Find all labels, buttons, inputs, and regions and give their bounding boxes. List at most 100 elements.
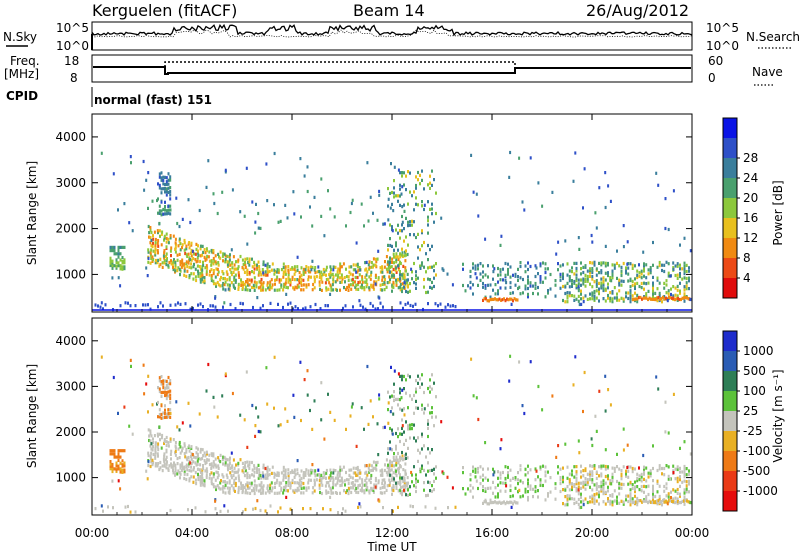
- data-cell: [529, 281, 532, 285]
- data-cell: [332, 268, 335, 272]
- data-cell: [686, 499, 688, 503]
- data-cell: [184, 302, 187, 306]
- data-cell: [169, 303, 172, 307]
- data-cell: [610, 482, 613, 486]
- data-cell: [187, 464, 190, 468]
- data-cell: [405, 391, 407, 395]
- data-cell: [676, 465, 679, 469]
- data-cell: [571, 485, 573, 489]
- data-cell: [111, 462, 114, 467]
- data-cell: [198, 412, 201, 416]
- data-cell: [194, 267, 197, 271]
- data-cell: [278, 288, 281, 292]
- data-cell: [188, 241, 191, 245]
- data-cell: [562, 298, 564, 303]
- data-cell: [354, 479, 357, 483]
- data-cell: [270, 268, 273, 272]
- data-cell: [616, 249, 618, 253]
- data-cell: [243, 418, 246, 422]
- data-cell: [607, 296, 609, 300]
- data-cell: [421, 261, 423, 265]
- data-cell: [338, 268, 341, 272]
- data-cell: [222, 490, 225, 494]
- data-cell: [165, 190, 168, 194]
- data-cell: [676, 480, 679, 484]
- data-cell: [344, 509, 347, 513]
- data-cell: [131, 432, 134, 436]
- data-cell: [677, 500, 679, 504]
- data-cell: [227, 287, 230, 291]
- data-cell: [300, 280, 303, 285]
- data-cell: [339, 276, 341, 280]
- data-cell: [256, 263, 258, 267]
- data-cell: [294, 473, 297, 477]
- data-cell: [212, 485, 215, 489]
- data-cell: [477, 470, 479, 474]
- data-cell: [407, 493, 409, 497]
- data-cell: [164, 212, 166, 216]
- data-cell: [289, 483, 292, 487]
- data-cell: [266, 270, 269, 274]
- data-cell: [393, 458, 395, 462]
- data-cell: [534, 274, 537, 279]
- data-cell: [391, 448, 393, 452]
- data-cell: [636, 275, 639, 280]
- data-cell: [174, 453, 177, 457]
- data-cell: [224, 372, 227, 376]
- data-cell: [598, 299, 600, 303]
- data-cell: [174, 441, 177, 445]
- data-cell: [322, 272, 325, 276]
- data-cell: [582, 300, 585, 304]
- data-cell: [347, 275, 350, 279]
- data-cell: [237, 474, 240, 478]
- data-cell: [568, 482, 571, 486]
- data-cell: [611, 300, 614, 304]
- data-cell: [279, 219, 282, 223]
- data-cell: [210, 462, 213, 466]
- data-cell: [121, 259, 124, 264]
- data-cell: [539, 465, 542, 469]
- data-cell: [365, 273, 368, 277]
- data-cell: [675, 297, 678, 301]
- data-cell: [652, 289, 654, 293]
- data-cell: [205, 257, 208, 261]
- data-cell: [405, 235, 407, 239]
- data-cell: [482, 285, 484, 289]
- data-cell: [652, 286, 654, 290]
- data-cell: [674, 489, 677, 493]
- data-cell: [401, 378, 403, 382]
- data-cell: [256, 466, 258, 470]
- data-cell: [611, 475, 614, 479]
- data-cell: [150, 238, 153, 242]
- data-cell: [197, 253, 200, 257]
- data-cell: [325, 268, 328, 272]
- data-cell: [169, 400, 172, 405]
- data-cell: [364, 275, 367, 279]
- data-cell: [112, 375, 115, 380]
- data-cell: [242, 470, 245, 474]
- noise-left-tick-top: 10^5: [56, 21, 89, 35]
- data-cell: [322, 507, 324, 511]
- data-cell: [539, 262, 542, 266]
- data-cell: [224, 461, 227, 465]
- data-cell: [591, 488, 594, 492]
- data-cell: [580, 486, 582, 490]
- data-cell: [433, 276, 435, 280]
- data-cell: [226, 260, 229, 264]
- data-cell: [399, 270, 401, 274]
- data-cell: [507, 501, 510, 505]
- data-cell: [604, 261, 607, 265]
- data-cell: [183, 465, 186, 469]
- data-cell: [388, 466, 391, 470]
- data-cell: [399, 432, 401, 436]
- data-cell: [674, 496, 677, 500]
- data-cell: [111, 464, 114, 468]
- data-cell: [174, 444, 177, 448]
- data-cell: [472, 266, 474, 270]
- data-cell: [616, 261, 618, 265]
- noise-left-tick-bottom: 10^0: [56, 39, 89, 53]
- data-cell: [415, 186, 417, 190]
- data-cell: [202, 483, 205, 487]
- data-cell: [259, 281, 262, 285]
